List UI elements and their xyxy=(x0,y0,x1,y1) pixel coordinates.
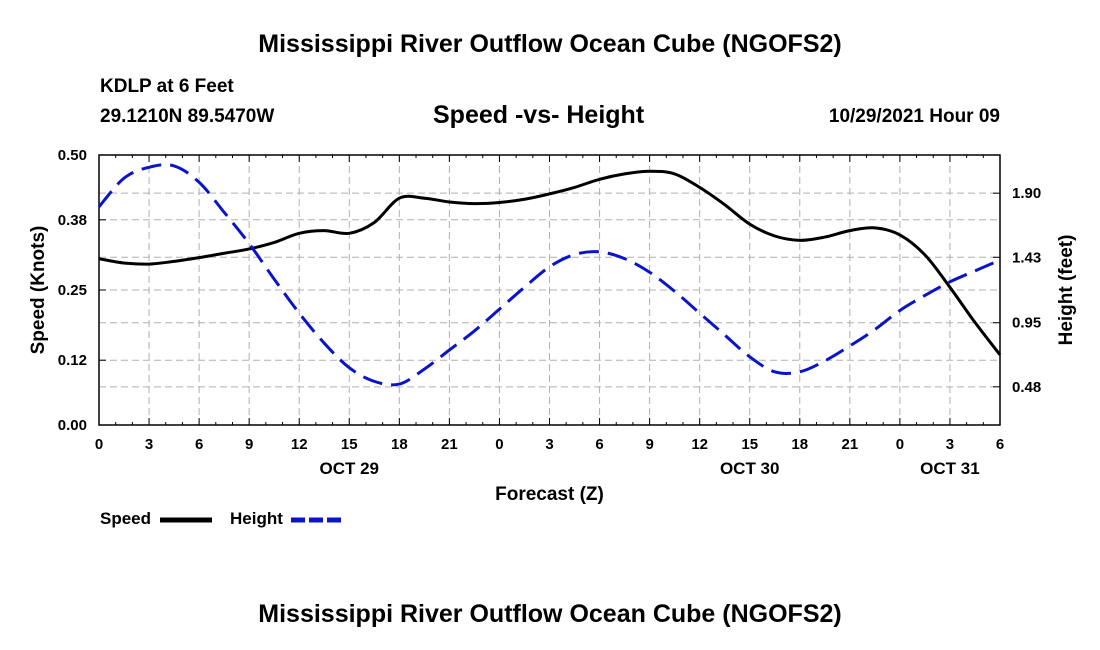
date-label: OCT 29 xyxy=(320,459,380,478)
y-tick-label-left: 0.12 xyxy=(58,352,87,369)
legend-speed-label: Speed xyxy=(100,509,152,528)
y-tick-label-left: 0.38 xyxy=(58,212,87,229)
y-tick-label-right: 0.95 xyxy=(1012,315,1041,332)
x-tick-label: 3 xyxy=(545,436,553,453)
x-tick-label: 9 xyxy=(245,436,253,453)
y-tick-label-right: 1.43 xyxy=(1012,249,1041,266)
x-tick-label: 12 xyxy=(691,436,708,453)
y-axis-label-left: Speed (Knots) xyxy=(28,226,49,355)
chart-subtitle: Speed -vs- Height xyxy=(433,101,645,129)
y-tick-label-left: 0.25 xyxy=(58,282,87,299)
series-line-speed xyxy=(98,169,1002,356)
x-tick-label: 9 xyxy=(645,436,653,453)
x-axis-label: Forecast (Z) xyxy=(495,484,604,505)
legend-height-label: Height xyxy=(230,509,283,528)
main-title: Mississippi River Outflow Ocean Cube (NG… xyxy=(258,30,842,58)
y-tick-label-left: 0.50 xyxy=(58,147,87,164)
date-label: OCT 30 xyxy=(720,459,780,478)
plot-frame xyxy=(98,154,1001,426)
x-tick-label: 18 xyxy=(791,436,808,453)
x-tick-label: 6 xyxy=(195,436,203,453)
x-tick-label: 0 xyxy=(495,436,503,453)
x-tick-label: 0 xyxy=(95,436,103,453)
series-line-height xyxy=(97,163,1001,387)
x-tick-label: 3 xyxy=(145,436,153,453)
x-tick-label: 0 xyxy=(896,436,904,453)
x-tick-label: 21 xyxy=(441,436,458,453)
x-tick-label: 21 xyxy=(841,436,858,453)
station-label: KDLP at 6 Feet xyxy=(100,76,234,97)
date-label: OCT 31 xyxy=(920,459,980,478)
y-axis-label-right: Height (feet) xyxy=(1056,235,1077,346)
bottom-title: Mississippi River Outflow Ocean Cube (NG… xyxy=(258,600,842,628)
y-tick-label-left: 0.00 xyxy=(58,417,87,434)
x-tick-label: 18 xyxy=(391,436,408,453)
y-tick-label-right: 0.48 xyxy=(1012,379,1041,396)
x-tick-label: 3 xyxy=(946,436,954,453)
y-tick-label-right: 1.90 xyxy=(1012,185,1041,202)
coordinates-label: 29.1210N 89.5470W xyxy=(100,106,275,127)
forecast-datetime: 10/29/2021 Hour 09 xyxy=(828,106,1000,127)
x-tick-label: 6 xyxy=(595,436,603,453)
x-tick-label: 6 xyxy=(996,436,1004,453)
x-tick-label: 15 xyxy=(741,436,758,453)
x-tick-label: 15 xyxy=(341,436,358,453)
x-tick-label: 12 xyxy=(291,436,308,453)
